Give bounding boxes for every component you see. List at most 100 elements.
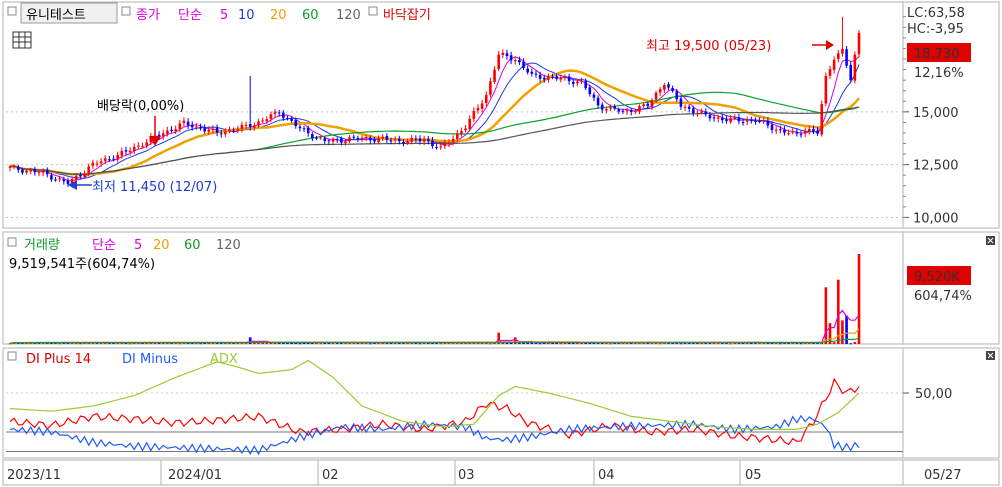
- volume-bar: [87, 342, 90, 344]
- stock-name[interactable]: 유니테스트: [26, 8, 86, 23]
- date-label: 03: [458, 468, 475, 483]
- dmi-close-icon[interactable]: [986, 351, 995, 360]
- volume-bar: [600, 342, 604, 344]
- candle-body: [812, 128, 815, 132]
- volume-bar: [845, 315, 848, 344]
- candle-body: [816, 130, 819, 134]
- candle-body: [145, 142, 148, 146]
- volume-bar: [696, 342, 699, 344]
- candle-body: [447, 142, 451, 144]
- volume-bar: [397, 342, 401, 344]
- volume-bar: [306, 342, 310, 344]
- candle-body: [302, 128, 306, 130]
- candle-body: [381, 136, 385, 139]
- legend-simple: 단순: [178, 8, 202, 23]
- table-grid-icon[interactable]: [12, 31, 32, 49]
- candle-body: [534, 73, 538, 75]
- candle-body: [435, 146, 438, 148]
- candle-body: [729, 118, 732, 122]
- candle-body: [808, 129, 811, 132]
- volume-bar: [161, 342, 165, 344]
- date-label: 02: [322, 468, 339, 483]
- ma120-line: [9, 106, 860, 175]
- candle-body: [518, 60, 521, 63]
- volume-bar: [667, 342, 670, 344]
- candle-body: [766, 120, 770, 126]
- candle-body: [269, 114, 273, 119]
- volume-bar: [282, 342, 285, 344]
- candle-body: [418, 138, 422, 142]
- volume-bar: [116, 342, 119, 344]
- stock-name-box[interactable]: [20, 2, 118, 24]
- candle-body: [87, 166, 90, 174]
- candle-body: [257, 121, 260, 126]
- volume-bar: [348, 343, 351, 345]
- volume-bar: [298, 343, 302, 345]
- volume-bar: [832, 342, 836, 344]
- candle-body: [360, 137, 364, 139]
- volume-bar: [480, 342, 484, 344]
- volume-bar: [629, 342, 633, 344]
- candle-body: [853, 54, 857, 81]
- candle-body: [555, 76, 558, 79]
- candle-body: [186, 121, 190, 126]
- candle-body: [369, 137, 372, 141]
- candle-body: [526, 68, 529, 73]
- volume-bar: [319, 343, 322, 345]
- candle-body: [397, 138, 401, 142]
- volume-bar: [571, 342, 575, 344]
- candle-body: [774, 129, 778, 131]
- volume-bar: [290, 342, 293, 344]
- volume-bar: [808, 342, 811, 344]
- volume-bar: [128, 343, 132, 345]
- candle-body: [716, 117, 720, 119]
- volume-bar: [687, 342, 691, 344]
- low-annotation: 최저 11,450 (12/07): [92, 180, 217, 195]
- volume-bar: [66, 342, 70, 344]
- candle-body: [625, 109, 629, 112]
- candle-body: [754, 120, 757, 122]
- low-arrow-icon: [68, 180, 92, 190]
- volume-bar: [157, 342, 161, 344]
- volume-bar: [95, 342, 99, 344]
- candle-body: [576, 81, 579, 84]
- volume-bar: [426, 342, 430, 344]
- volume-bar: [286, 342, 289, 344]
- volume-bar: [99, 342, 103, 344]
- volume-bar: [841, 320, 844, 344]
- volume-bar: [509, 342, 513, 344]
- volume-close-icon[interactable]: [986, 236, 995, 245]
- candle-body: [484, 94, 488, 103]
- volume-bar: [530, 342, 534, 344]
- price-axis: LC:63,58 HC:-3,95 18,730 12,16% 15,000 12…: [903, 6, 971, 226]
- candle-body: [54, 179, 57, 181]
- volume-bar: [638, 342, 641, 344]
- candle-body: [530, 71, 534, 74]
- candle-body: [824, 75, 828, 104]
- volume-bar: [335, 342, 339, 344]
- legend-ma20: 20: [270, 8, 287, 23]
- candle-body: [820, 104, 824, 135]
- candle-body: [286, 118, 289, 120]
- candle-body: [132, 146, 136, 151]
- candle-body: [207, 129, 211, 132]
- candle-body: [770, 124, 774, 130]
- candle-body: [836, 53, 840, 59]
- volume-bar: [356, 342, 360, 344]
- candle-body: [650, 100, 654, 107]
- candle-body: [667, 84, 670, 88]
- date-label: 04: [598, 468, 615, 483]
- candle-body: [663, 85, 666, 90]
- candle-body: [393, 139, 397, 141]
- candle-body: [174, 129, 177, 132]
- volume-bar: [58, 343, 61, 345]
- candle-body: [364, 137, 368, 139]
- candle-body: [116, 154, 119, 160]
- candle-body: [700, 111, 703, 113]
- candle-body: [692, 108, 695, 114]
- volume-bar: [431, 342, 434, 344]
- volume-legend-ma60: 60: [184, 238, 201, 253]
- candle-body: [505, 53, 509, 57]
